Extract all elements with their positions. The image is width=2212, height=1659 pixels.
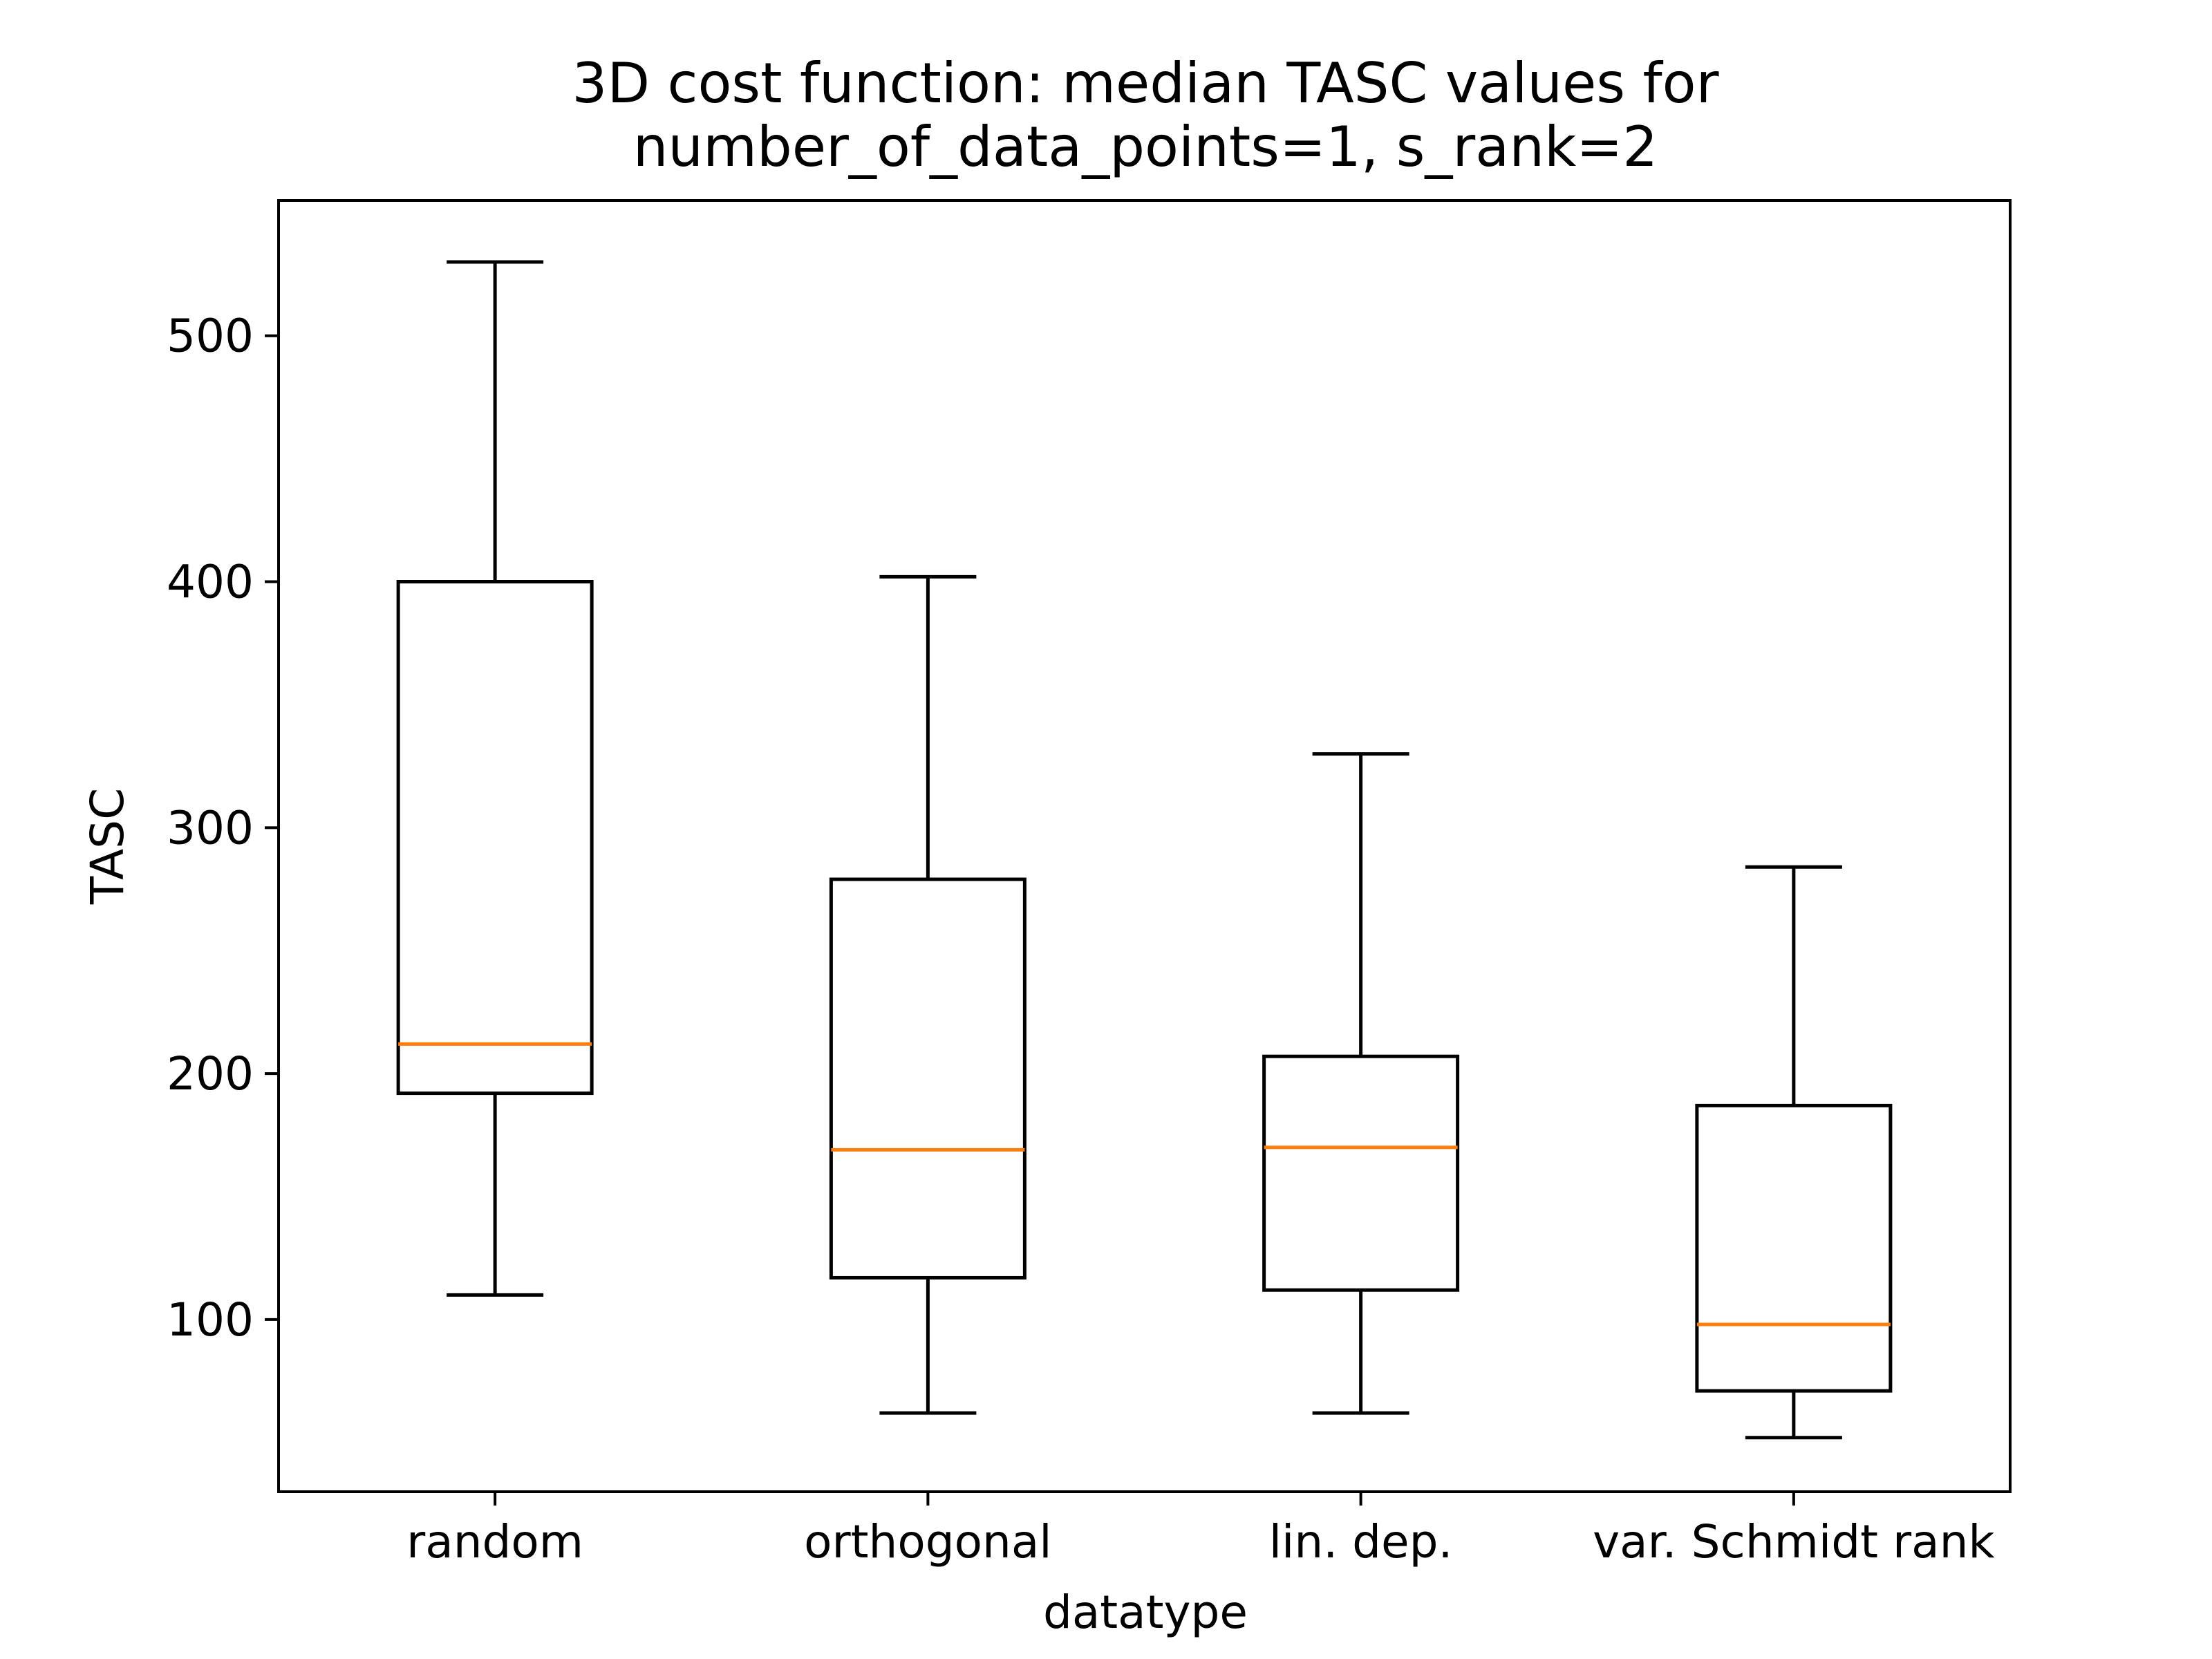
y-tick-label: 200 bbox=[167, 1047, 254, 1100]
iqr-box bbox=[1262, 1054, 1460, 1292]
box-1 bbox=[829, 574, 1027, 1415]
y-axis-label: TASC bbox=[81, 788, 134, 905]
x-tick-label: orthogonal bbox=[804, 1515, 1052, 1568]
box-2 bbox=[1262, 752, 1460, 1415]
y-axis: 100 200 300 400 500 bbox=[167, 310, 279, 1347]
y-tick-label: 500 bbox=[167, 310, 254, 363]
iqr-box bbox=[829, 877, 1027, 1280]
box-series bbox=[396, 260, 1893, 1440]
x-axis-label: datatype bbox=[1043, 1586, 1248, 1639]
x-tick-label: lin. dep. bbox=[1269, 1515, 1453, 1568]
chart-title-line-2: number_of_data_points=1, s_rank=2 bbox=[633, 115, 1658, 179]
iqr-box bbox=[1695, 1103, 1893, 1393]
box-0 bbox=[396, 260, 594, 1297]
x-tick-label: var. Schmidt rank bbox=[1593, 1515, 1995, 1568]
x-tick-label: random bbox=[406, 1515, 583, 1568]
iqr-box bbox=[396, 580, 594, 1096]
box-3 bbox=[1695, 865, 1893, 1440]
chart-title-line-1: 3D cost function: median TASC values for bbox=[572, 51, 1719, 115]
plot-area-frame bbox=[277, 199, 2012, 1493]
y-tick-label: 300 bbox=[167, 801, 254, 854]
y-tick-label: 400 bbox=[167, 556, 254, 609]
y-tick-label: 100 bbox=[167, 1293, 254, 1347]
x-axis: random orthogonal lin. dep. var. Schmidt ra… bbox=[406, 1492, 1995, 1568]
